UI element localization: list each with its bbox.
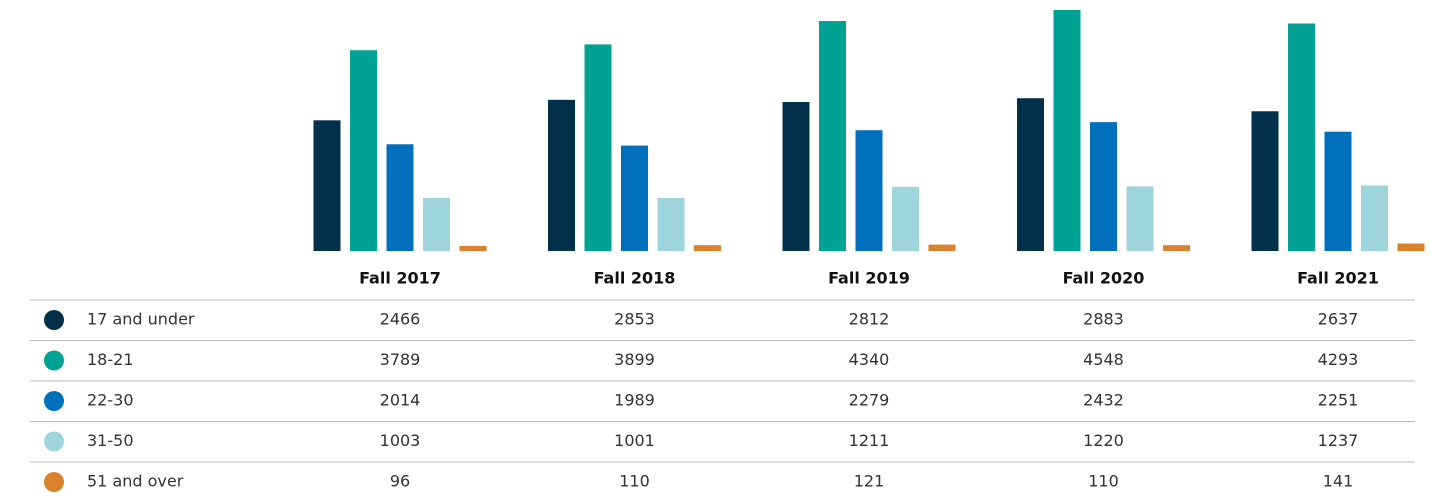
table-value: 2637 <box>1318 310 1359 329</box>
category-label: Fall 2017 <box>359 269 441 288</box>
table-value: 96 <box>390 472 410 491</box>
table-value: 2014 <box>380 391 421 410</box>
table-value: 4340 <box>849 350 890 369</box>
bar <box>928 244 956 251</box>
bar <box>819 21 846 251</box>
bar <box>1288 23 1315 252</box>
bar <box>386 144 414 251</box>
bar <box>313 120 341 251</box>
table-value: 2853 <box>614 310 655 329</box>
bar <box>1397 243 1425 251</box>
bar <box>892 186 919 251</box>
bar <box>1017 98 1044 252</box>
table-value: 1211 <box>849 431 890 450</box>
table-value: 1237 <box>1318 431 1359 450</box>
bar <box>1324 131 1352 251</box>
legend-label: 17 and under <box>87 310 195 329</box>
table-value: 4548 <box>1083 350 1124 369</box>
bar <box>855 130 883 251</box>
bar <box>584 44 612 252</box>
legend-swatch <box>44 472 64 492</box>
table-value: 2432 <box>1083 391 1124 410</box>
table-value: 2251 <box>1318 391 1359 410</box>
table-value: 1989 <box>614 391 655 410</box>
bar <box>621 145 648 251</box>
table-value: 2883 <box>1083 310 1124 329</box>
bar <box>1163 245 1190 251</box>
legend-swatch <box>44 431 64 452</box>
bar <box>1126 186 1154 251</box>
bar <box>1053 10 1081 251</box>
category-label: Fall 2021 <box>1297 269 1379 288</box>
category-label: Fall 2019 <box>828 269 910 288</box>
bar <box>657 197 685 251</box>
bar <box>782 101 810 251</box>
table-value: 121 <box>854 472 885 491</box>
table-value: 110 <box>1088 472 1119 491</box>
table-value: 3789 <box>380 350 421 369</box>
table-value: 2466 <box>380 310 421 329</box>
table-value: 110 <box>619 472 650 491</box>
legend-swatch <box>44 391 64 411</box>
legend-label: 22-30 <box>87 391 134 410</box>
category-label: Fall 2020 <box>1063 269 1145 288</box>
table-value: 2812 <box>849 310 890 329</box>
bar <box>1361 185 1388 251</box>
bar <box>423 197 450 251</box>
bar <box>694 245 721 251</box>
legend-label: 31-50 <box>87 431 134 450</box>
table-value: 1220 <box>1083 431 1124 450</box>
table-value: 2279 <box>849 391 890 410</box>
bar <box>350 50 377 251</box>
table-value: 4293 <box>1318 350 1359 369</box>
legend-swatch <box>44 310 64 330</box>
category-label: Fall 2018 <box>594 269 676 288</box>
bar <box>1251 111 1279 251</box>
bar <box>459 245 487 251</box>
table-value: 3899 <box>614 350 655 369</box>
bar <box>548 99 575 251</box>
table-value: 141 <box>1323 472 1354 491</box>
legend-swatch <box>44 350 64 371</box>
bar <box>1090 122 1117 251</box>
table-value: 1003 <box>380 431 421 450</box>
table-value: 1001 <box>614 431 655 450</box>
legend-label: 51 and over <box>87 472 184 491</box>
legend-label: 18-21 <box>87 350 134 369</box>
